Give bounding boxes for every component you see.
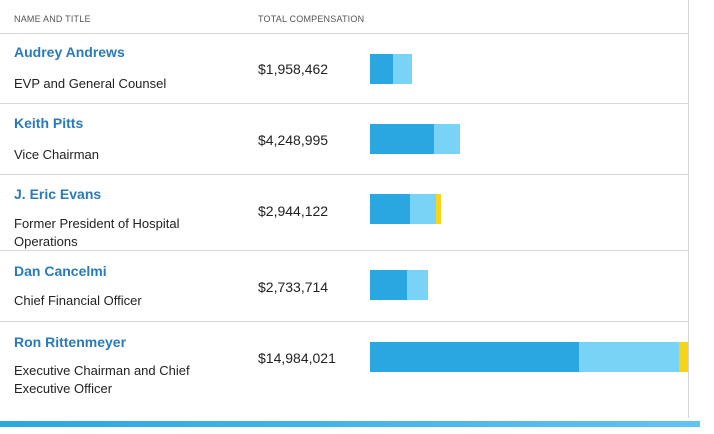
total-compensation-value: $4,248,995 bbox=[258, 132, 329, 148]
person-name-link[interactable]: Keith Pitts bbox=[14, 115, 84, 131]
person-title: Executive Chairman and Chief Executive O… bbox=[14, 363, 190, 396]
total-compensation-value: $1,958,462 bbox=[258, 61, 329, 77]
bar-segment-2 bbox=[410, 194, 436, 224]
table-row: Audrey Andrews EVP and General Counsel $1,… bbox=[0, 34, 688, 104]
compensation-bar bbox=[370, 124, 461, 154]
compensation-bar bbox=[370, 194, 442, 224]
person-title: Former President of Hospital Operations bbox=[14, 216, 180, 249]
bottom-accent-bar bbox=[0, 421, 700, 427]
compensation-bar bbox=[370, 54, 412, 84]
bar-segment-1 bbox=[370, 54, 394, 84]
total-compensation-value: $2,733,714 bbox=[258, 279, 329, 295]
person-title: Chief Financial Officer bbox=[14, 293, 142, 308]
compensation-table: NAME AND TITLE TOTAL COMPENSATION Audrey… bbox=[0, 0, 688, 412]
person-title: Vice Chairman bbox=[14, 147, 100, 162]
person-name-link[interactable]: Ron Rittenmeyer bbox=[14, 334, 127, 350]
person-name-link[interactable]: Audrey Andrews bbox=[14, 44, 125, 60]
bar-segment-2 bbox=[407, 270, 428, 300]
table-row: Keith Pitts Vice Chairman $4,248,995 bbox=[0, 104, 688, 175]
table-row: Ron Rittenmeyer Executive Chairman and Ch… bbox=[0, 322, 688, 412]
person-name-link[interactable]: Dan Cancelmi bbox=[14, 263, 107, 279]
total-compensation-column-header: TOTAL COMPENSATION bbox=[258, 14, 365, 24]
compensation-bar bbox=[370, 270, 428, 300]
bar-segment-1 bbox=[370, 194, 411, 224]
bar-segment-2 bbox=[578, 342, 680, 372]
bar-segment-3 bbox=[435, 194, 442, 224]
bar-segment-1 bbox=[370, 342, 579, 372]
total-compensation-value: $2,944,122 bbox=[258, 203, 329, 219]
table-row: J. Eric Evans Former President of Hospita… bbox=[0, 175, 688, 251]
person-name-link[interactable]: J. Eric Evans bbox=[14, 186, 102, 202]
bar-segment-3 bbox=[679, 342, 688, 372]
table-row: Dan Cancelmi Chief Financial Officer $2,73… bbox=[0, 251, 688, 322]
compensation-bar bbox=[370, 342, 688, 372]
person-title: EVP and General Counsel bbox=[14, 76, 167, 91]
bar-segment-1 bbox=[370, 270, 408, 300]
bar-segment-2 bbox=[433, 124, 461, 154]
bar-segment-2 bbox=[393, 54, 412, 84]
table-header: NAME AND TITLE TOTAL COMPENSATION bbox=[0, 0, 688, 34]
total-compensation-value: $14,984,021 bbox=[258, 350, 336, 366]
right-divider bbox=[688, 0, 689, 418]
bar-segment-1 bbox=[370, 124, 434, 154]
name-title-column-header: NAME AND TITLE bbox=[14, 14, 91, 24]
